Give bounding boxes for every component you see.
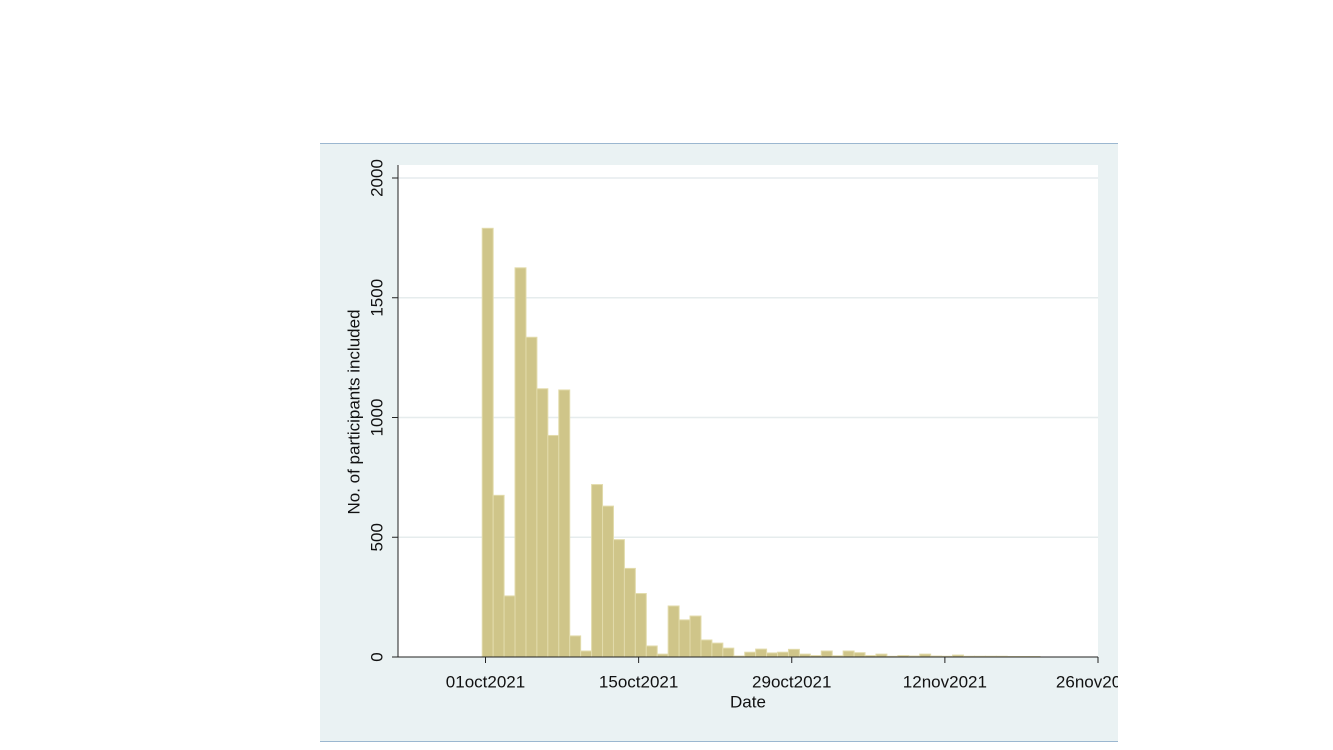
- bar: [481, 227, 494, 658]
- bar: [591, 484, 604, 658]
- x-tick-label: 29oct2021: [752, 672, 831, 691]
- bar: [700, 639, 713, 658]
- bar: [634, 593, 647, 658]
- x-tick-label: 15oct2021: [599, 672, 678, 691]
- y-axis-title: No. of participants included: [344, 309, 363, 514]
- bar: [678, 619, 691, 658]
- bar: [787, 648, 800, 658]
- bar: [766, 652, 779, 658]
- bar: [536, 388, 549, 658]
- x-tick-label: 26nov2021: [1056, 672, 1118, 691]
- bar: [514, 267, 527, 658]
- bar: [645, 645, 658, 658]
- bar: [689, 615, 702, 658]
- bar: [503, 595, 516, 658]
- y-tick-label: 0: [367, 652, 386, 661]
- y-tick-label: 1000: [367, 399, 386, 437]
- bar: [744, 651, 757, 658]
- bar: [820, 650, 833, 658]
- x-tick-label: 01oct2021: [446, 672, 525, 691]
- bar: [612, 539, 625, 658]
- bar: [711, 642, 724, 658]
- x-axis-title: Date: [730, 692, 766, 711]
- chart: Date No. of participants included 0 500 10…: [320, 143, 1118, 742]
- bar: [492, 494, 505, 658]
- bar: [722, 647, 735, 658]
- y-tick-label: 2000: [367, 159, 386, 197]
- y-tick-label: 1500: [367, 279, 386, 317]
- bar: [580, 650, 593, 658]
- bar: [558, 389, 571, 658]
- bar: [853, 652, 866, 658]
- y-tick-label: 500: [367, 523, 386, 551]
- bar: [842, 650, 855, 658]
- bar: [547, 434, 560, 658]
- x-tick-label: 12nov2021: [903, 672, 987, 691]
- bar: [667, 605, 680, 658]
- bar: [602, 505, 614, 658]
- bar: [623, 567, 636, 658]
- bar: [777, 651, 789, 658]
- bar: [525, 336, 538, 658]
- bar: [569, 635, 582, 658]
- bar: [755, 648, 768, 658]
